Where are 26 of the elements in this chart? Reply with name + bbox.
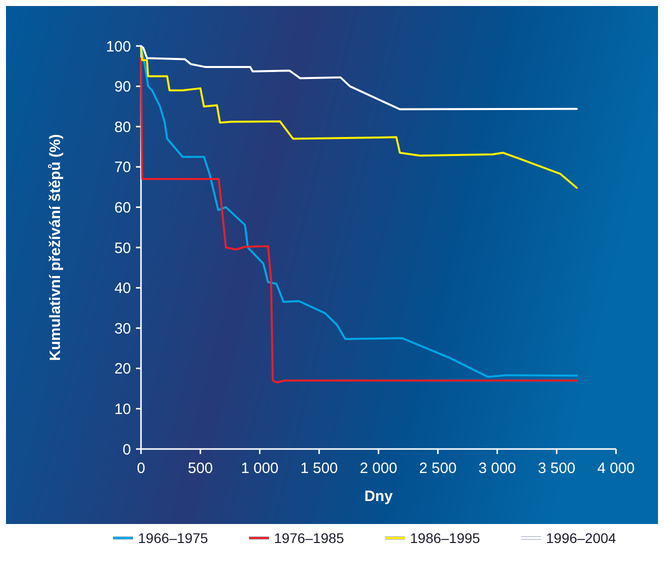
x-tick-label: 500 bbox=[188, 460, 213, 477]
y-tick-label: 20 bbox=[114, 360, 131, 378]
x-tick-label: 3 000 bbox=[478, 460, 516, 477]
x-tick-label: 1 500 bbox=[300, 460, 338, 477]
y-tick-label: 30 bbox=[114, 320, 131, 338]
legend-label: 1996–2004 bbox=[546, 530, 616, 546]
y-tick-label: 80 bbox=[114, 118, 131, 136]
y-tick-label: 10 bbox=[114, 400, 131, 418]
y-tick-label: 90 bbox=[114, 78, 131, 96]
x-tick-label: 1 000 bbox=[240, 460, 279, 477]
y-tick-label: 50 bbox=[114, 240, 131, 257]
legend-label: 1986–1995 bbox=[410, 530, 480, 546]
x-tick-label: 3 500 bbox=[538, 460, 576, 477]
x-tick-label: 4 000 bbox=[597, 460, 635, 477]
x-tick-label: 0 bbox=[136, 460, 146, 477]
y-tick-label: 60 bbox=[114, 199, 131, 216]
legend-label: 1966–1975 bbox=[138, 530, 208, 546]
legend-label: 1976–1985 bbox=[274, 530, 344, 546]
x-tick-label: 2 000 bbox=[360, 460, 398, 477]
y-tick-label: 0 bbox=[122, 441, 131, 458]
x-tick-label: 2 500 bbox=[419, 460, 457, 477]
y-tick-label: 40 bbox=[114, 280, 131, 298]
y-axis-title: Kumulativní přežívání štěpů (%) bbox=[47, 134, 64, 361]
y-tick-label: 100 bbox=[106, 38, 131, 56]
x-axis-title: Dny bbox=[364, 488, 394, 505]
y-tick-label: 70 bbox=[114, 159, 131, 176]
